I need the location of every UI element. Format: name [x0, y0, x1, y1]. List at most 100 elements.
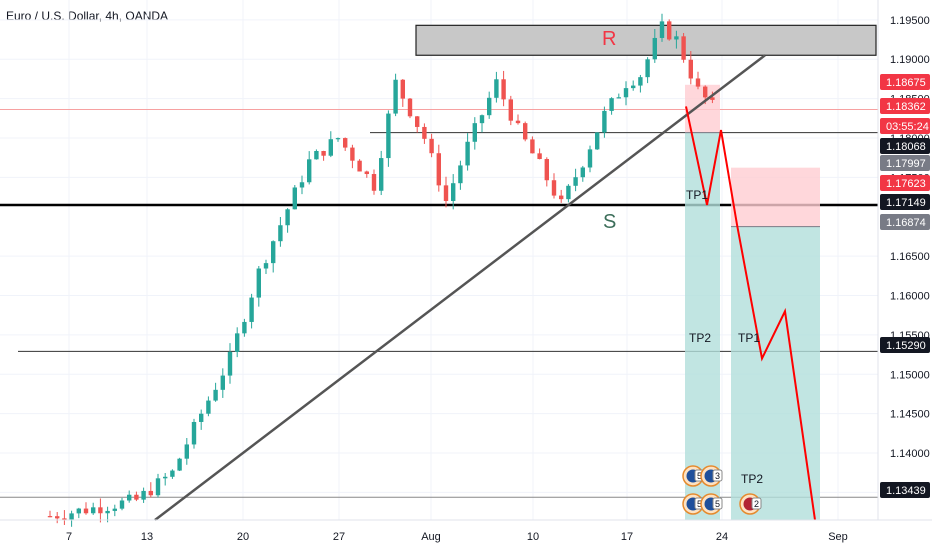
event-badge: 5: [715, 499, 720, 509]
candle-body: [184, 444, 189, 459]
stop-loss-zone[interactable]: [731, 167, 820, 227]
candle-body: [544, 159, 549, 181]
time-tick-label: 10: [527, 531, 539, 543]
candle-body: [371, 174, 377, 191]
candle-body: [191, 421, 197, 445]
price-tag[interactable]: 1.17997: [880, 155, 930, 171]
price-tag-label: 1.13439: [886, 485, 926, 497]
candle-body: [321, 151, 326, 156]
price-tag[interactable]: 1.18068: [880, 138, 930, 154]
price-tag[interactable]: 1.18362: [880, 98, 930, 114]
candle-body: [530, 139, 535, 154]
candle-body: [213, 389, 218, 401]
candle-body: [681, 36, 686, 60]
price-tag-bg: [880, 337, 930, 353]
price-tag-label: 03:55:24: [886, 121, 929, 133]
event-badge: 5: [697, 499, 702, 509]
candle-body: [436, 153, 441, 186]
time-tick-label: 17: [621, 531, 633, 543]
candle-body: [199, 413, 204, 422]
candle-body: [487, 97, 492, 116]
price-tag-bg: [880, 118, 930, 134]
candle-body: [508, 99, 513, 121]
candle-body: [177, 458, 182, 471]
candle-body: [559, 195, 564, 200]
candle-body: [652, 37, 657, 60]
candle-body: [220, 375, 225, 390]
candle-body: [400, 79, 405, 99]
candle-body: [379, 158, 384, 191]
annotations: R S TP1 TP2 TP1 TP2: [602, 28, 763, 486]
projection-path[interactable]: [685, 106, 816, 521]
price-tag-label: 1.17623: [886, 178, 926, 190]
candle-body: [47, 516, 53, 518]
price-tag[interactable]: 1.15290: [880, 337, 930, 353]
candle-body: [134, 494, 139, 500]
calendar-event-icon[interactable]: 3: [700, 465, 723, 487]
price-tag[interactable]: 1.13439: [880, 482, 930, 498]
candle-body: [163, 476, 168, 479]
price-tick-label: 1.16500: [890, 251, 930, 263]
candle-body: [659, 21, 665, 38]
candle-body: [127, 494, 132, 501]
candle-body: [595, 132, 600, 150]
price-tag[interactable]: 1.18675: [880, 74, 930, 90]
tp1-label: TP1: [738, 331, 760, 345]
candle-body: [465, 141, 470, 166]
ascending-trendline[interactable]: [154, 54, 766, 521]
take-profit-zone[interactable]: [685, 132, 720, 521]
candle-body: [55, 516, 60, 519]
candle-body: [227, 351, 233, 376]
event-badge-box: [712, 497, 723, 510]
price-tag-label: 1.16874: [886, 217, 926, 229]
price-tag-label: 1.15290: [886, 340, 926, 352]
calendar-event-icon[interactable]: 5: [700, 493, 723, 515]
candle-body: [155, 478, 161, 496]
candle-body: [667, 21, 672, 40]
tp2-label: TP2: [689, 331, 711, 345]
resistance-zone[interactable]: [415, 24, 877, 56]
tp1-label: TP1: [686, 188, 708, 202]
candle-body: [83, 508, 89, 514]
time-tick-label: 27: [333, 531, 345, 543]
candle-body: [645, 59, 650, 78]
candle-body: [566, 185, 571, 200]
candle-body: [393, 79, 398, 114]
economic-events: 5 3 5 5 2: [682, 465, 762, 515]
candle-body: [695, 78, 701, 87]
candle-body: [357, 160, 362, 172]
price-tag-bg: [880, 138, 930, 154]
candle-body: [638, 77, 643, 86]
candle-body: [69, 513, 74, 520]
candle-body: [386, 113, 391, 159]
candle-body: [112, 508, 117, 511]
candle-body: [256, 268, 261, 298]
price-tag-label: 1.18675: [886, 77, 926, 89]
event-badge: 3: [715, 471, 720, 481]
price-tag-bg: [880, 482, 930, 498]
price-tag-bg: [880, 214, 930, 230]
candle-body: [98, 507, 103, 514]
time-tick-label: 13: [141, 531, 153, 543]
price-tag[interactable]: 03:55:24: [880, 118, 930, 134]
candle-body: [119, 500, 125, 509]
candle-body: [422, 126, 427, 139]
candle-body: [443, 185, 449, 202]
candle-body: [285, 209, 290, 226]
price-tag[interactable]: 1.17149: [880, 194, 930, 210]
support-label: S: [603, 211, 616, 233]
candle-body: [271, 241, 276, 264]
price-tag[interactable]: 1.17623: [880, 175, 930, 191]
price-tag-bg: [880, 98, 930, 114]
price-tag[interactable]: 1.16874: [880, 214, 930, 230]
candle-body: [494, 79, 499, 98]
candle-body: [299, 182, 305, 188]
candle-body: [335, 138, 341, 140]
us-flag-event-icon[interactable]: 2: [739, 493, 762, 515]
resistance-label: R: [602, 28, 616, 50]
event-badge: 2: [754, 499, 759, 509]
candle-body: [407, 98, 413, 117]
candle-body: [170, 470, 175, 477]
price-tag-bg: [880, 175, 930, 191]
